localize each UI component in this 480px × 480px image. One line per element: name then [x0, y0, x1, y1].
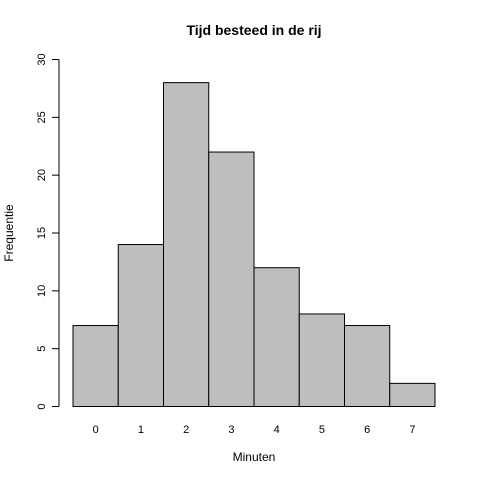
x-tick-label: 1: [138, 424, 144, 436]
x-tick-label: 4: [274, 424, 280, 436]
x-axis-label: Minuten: [233, 450, 276, 464]
bar-7: [389, 382, 436, 408]
y-axis-label: Frequentie: [2, 204, 16, 262]
bar-4: [253, 267, 300, 408]
y-tick-label: 0: [36, 403, 48, 409]
y-tick-label: 25: [36, 111, 48, 123]
bar-0: [72, 325, 119, 407]
x-axis-ticks: 0 1 2 3 4 5 6 7: [93, 424, 416, 436]
bar-1: [117, 244, 164, 407]
bars-group: [72, 82, 436, 408]
y-tick-label: 15: [36, 227, 48, 239]
bar-3: [208, 151, 255, 407]
bar-5: [298, 313, 345, 408]
y-axis: 0 5 10 15 20 25 30: [36, 53, 60, 410]
y-tick-label: 30: [36, 53, 48, 65]
x-tick-label: 5: [319, 424, 325, 436]
x-tick-label: 3: [228, 424, 234, 436]
x-tick-label: 7: [409, 424, 415, 436]
y-tick-label: 10: [36, 285, 48, 297]
bar-6: [344, 325, 391, 407]
bar-2: [163, 82, 210, 407]
x-tick-label: 0: [93, 424, 99, 436]
x-tick-label: 2: [183, 424, 189, 436]
x-tick-label: 6: [364, 424, 370, 436]
y-tick-label: 20: [36, 169, 48, 181]
y-tick-label: 5: [36, 346, 48, 352]
chart-title: Tijd besteed in de rij: [186, 22, 321, 38]
